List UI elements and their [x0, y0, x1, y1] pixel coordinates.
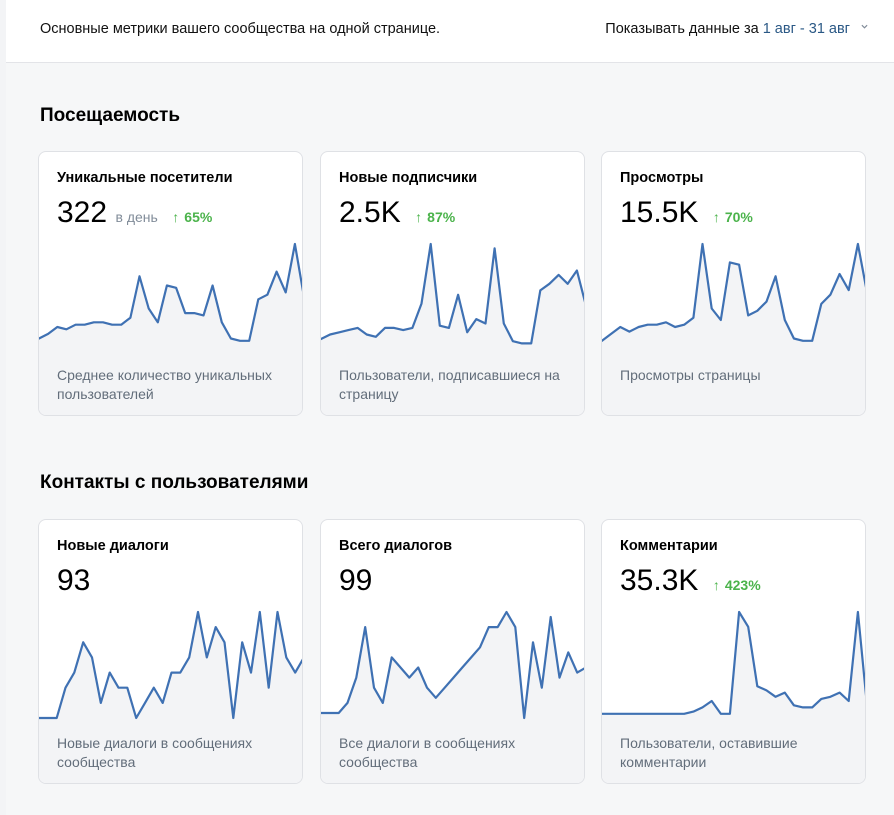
- sparkline-fill: [602, 244, 865, 415]
- sparkline-line: [602, 610, 865, 715]
- card-title: Всего диалогов: [339, 538, 453, 554]
- card-delta: ↑ 87%: [415, 209, 455, 225]
- card-value: 99: [339, 564, 373, 597]
- section-title-contacts: Контакты с пользователями: [40, 472, 309, 493]
- card-delta-value: 70%: [724, 209, 753, 225]
- card-value-row: 2.5K ↑ 87%: [339, 196, 455, 230]
- metric-card-new-subscribers[interactable]: Новые подписчики 2.5K ↑ 87% Пользователи,…: [320, 151, 585, 416]
- card-delta: ↑ 423%: [713, 577, 761, 593]
- period-label: Показывать данные за: [605, 21, 759, 37]
- sparkline-chart: [602, 610, 865, 783]
- arrow-up-icon: ↑: [172, 209, 180, 225]
- metric-card-views[interactable]: Просмотры 15.5K ↑ 70% Просмотры страницы: [601, 151, 866, 416]
- card-value-row: 322 в день ↑ 65%: [57, 196, 212, 230]
- card-delta: ↑ 65%: [172, 209, 212, 225]
- sparkline-fill: [602, 612, 865, 783]
- card-description: Пользователи, оставившие комментарии: [620, 735, 798, 770]
- card-title: Новые подписчики: [339, 170, 478, 186]
- card-title: Новые диалоги: [57, 538, 169, 554]
- sparkline-chart: [321, 610, 584, 783]
- metric-card-total-dialogs[interactable]: Всего диалогов 99 Все диалоги в сообщени…: [320, 519, 585, 784]
- sparkline-line: [321, 242, 584, 345]
- metric-card-new-dialogs[interactable]: Новые диалоги 93 Новые диалоги в сообщен…: [38, 519, 303, 784]
- card-delta-value: 65%: [184, 209, 213, 225]
- metric-card-comments[interactable]: Комментарии 35.3K ↑ 423% Пользователи, ос…: [601, 519, 866, 784]
- arrow-up-icon: ↑: [415, 209, 423, 225]
- card-description: Все диалоги в сообщениях сообщества: [339, 735, 516, 770]
- main-content: Посещаемость Контакты с пользователями У…: [6, 63, 894, 815]
- card-value-row: 93: [57, 564, 90, 598]
- page-header: Основные метрики вашего сообщества на од…: [6, 0, 894, 63]
- section-title-attendance: Посещаемость: [40, 105, 181, 126]
- card-title: Комментарии: [620, 538, 718, 554]
- arrow-up-icon: ↑: [712, 577, 720, 593]
- period-value[interactable]: 1 авг - 31 авг: [762, 21, 850, 37]
- card-delta: ↑ 70%: [713, 209, 753, 225]
- card-value-row: 15.5K ↑ 70%: [620, 196, 753, 230]
- card-description: Просмотры страницы: [620, 367, 761, 383]
- card-description: Новые диалоги в сообщениях сообщества: [57, 735, 253, 770]
- card-value: 93: [57, 564, 91, 597]
- metric-card-unique-visitors[interactable]: Уникальные посетители 322 в день ↑ 65% Ср…: [38, 151, 303, 416]
- card-value: 35.3K: [620, 564, 699, 597]
- chevron-down-icon[interactable]: [861, 23, 868, 30]
- sparkline-chart: [321, 242, 584, 415]
- card-delta-value: 423%: [724, 577, 761, 593]
- card-unit: в день: [115, 209, 158, 225]
- sparkline-line: [39, 242, 302, 342]
- sparkline-fill: [321, 244, 584, 415]
- left-sidebar-edge: [0, 0, 6, 815]
- sparkline-chart: [39, 610, 302, 783]
- page-description: Основные метрики вашего сообщества на од…: [40, 21, 441, 37]
- card-description: Пользователи, подписавшиеся на страницу: [339, 367, 560, 402]
- sparkline-fill: [39, 612, 302, 783]
- card-value-row: 99: [339, 564, 372, 598]
- card-value-row: 35.3K ↑ 423%: [620, 564, 761, 598]
- sparkline-fill: [39, 244, 302, 415]
- sparkline-chart: [602, 242, 865, 415]
- sparkline-chart: [39, 242, 302, 415]
- card-description: Среднее количество уникальных пользовате…: [57, 367, 272, 402]
- period-selector[interactable]: Показывать данные за 1 авг - 31 авг: [605, 21, 868, 37]
- card-title: Просмотры: [620, 170, 704, 186]
- card-value: 2.5K: [339, 196, 401, 229]
- sparkline-line: [39, 610, 302, 720]
- arrow-up-icon: ↑: [712, 209, 720, 225]
- card-title: Уникальные посетители: [57, 170, 233, 186]
- card-value: 322: [57, 196, 108, 229]
- card-value: 15.5K: [620, 196, 699, 229]
- card-delta-value: 87%: [427, 209, 456, 225]
- sparkline-line: [321, 610, 584, 720]
- sparkline-line: [602, 242, 865, 342]
- sparkline-fill: [321, 612, 584, 783]
